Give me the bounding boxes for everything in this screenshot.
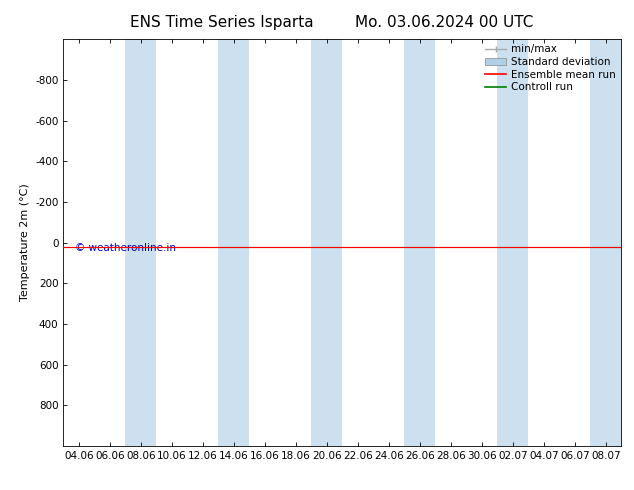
Text: © weatheronline.in: © weatheronline.in bbox=[75, 243, 176, 252]
Text: ENS Time Series Isparta: ENS Time Series Isparta bbox=[130, 15, 314, 30]
Bar bbox=[126, 39, 157, 446]
Y-axis label: Temperature 2m (°C): Temperature 2m (°C) bbox=[20, 184, 30, 301]
Bar bbox=[311, 39, 342, 446]
Legend: min/max, Standard deviation, Ensemble mean run, Controll run: min/max, Standard deviation, Ensemble me… bbox=[483, 42, 618, 94]
Text: Mo. 03.06.2024 00 UTC: Mo. 03.06.2024 00 UTC bbox=[354, 15, 533, 30]
Bar bbox=[590, 39, 621, 446]
Bar bbox=[404, 39, 436, 446]
Bar bbox=[497, 39, 528, 446]
Bar bbox=[218, 39, 249, 446]
